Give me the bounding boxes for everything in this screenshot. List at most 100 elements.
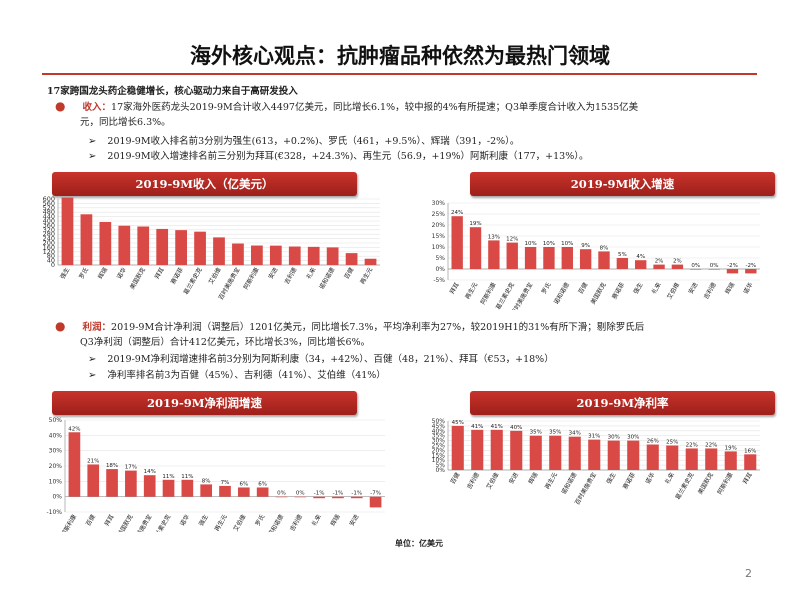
bar — [81, 214, 93, 265]
bar — [617, 258, 628, 269]
data-label: -1% — [333, 491, 344, 497]
bar — [87, 464, 99, 496]
data-label: 17% — [125, 465, 137, 471]
revenue-sub-1-text: 2019-9M收入排名前3分别为强生(613，+0.2%)、罗氏（461，+9.… — [107, 136, 519, 147]
data-label: 34% — [569, 431, 581, 437]
x-tick-label: 辉瑞 — [723, 281, 736, 295]
data-label: 10% — [561, 241, 573, 247]
profit-text-2: Q3净利润（调整后）合计412亿美元，环比增长3%，同比增长6%。 — [80, 337, 370, 348]
bar — [727, 269, 738, 273]
data-label: -1% — [314, 491, 325, 497]
bar — [257, 487, 269, 496]
x-tick-label: 安进 — [687, 281, 700, 295]
bar — [745, 269, 756, 273]
x-tick-label: 辉瑞 — [329, 513, 342, 527]
bullet-icon: ● — [55, 99, 65, 113]
x-tick-label: 再生元 — [543, 471, 559, 491]
data-label: 11% — [162, 474, 174, 480]
data-label: 0% — [277, 491, 286, 497]
x-tick-label: 礼来 — [305, 266, 318, 280]
x-tick-label: 诺华 — [742, 281, 755, 295]
x-tick-label: 吉利德 — [465, 471, 481, 491]
bar — [627, 441, 639, 470]
bar — [608, 441, 620, 470]
bar — [488, 240, 499, 269]
y-tick-label: 20% — [49, 463, 63, 470]
unit-note: 单位：亿美元 — [395, 538, 443, 549]
x-tick-label: 赛诺菲 — [169, 266, 185, 286]
chart-revenue-growth: -5% 0% 5% 10% 15% 20% 25% 30% 24% 拜耳 19% 再生元 13% 阿斯利康… — [415, 195, 765, 310]
bar — [365, 259, 377, 265]
data-label: 0% — [710, 263, 719, 269]
data-label: 30% — [608, 435, 620, 441]
bar — [470, 227, 481, 269]
x-tick-label: 强生 — [197, 513, 210, 527]
revenue-label: 收入： — [83, 102, 112, 113]
bar — [182, 480, 194, 497]
bar — [666, 446, 678, 471]
y-tick-label: 15% — [432, 233, 446, 240]
data-label: 35% — [549, 430, 561, 436]
bar — [549, 436, 561, 470]
profit-sub-2-text: 净利率排名前3为百健（45%）、吉利德（41%）、艾伯维（41%） — [107, 370, 385, 381]
bar — [588, 440, 600, 470]
x-tick-label: 百健 — [342, 266, 355, 280]
revenue-sub-1: ➢ 2019-9M收入排名前3分别为强生(613，+0.2%)、罗氏（461，+… — [88, 134, 519, 149]
bar — [308, 247, 320, 265]
bar — [543, 247, 554, 269]
x-tick-label: 礼来 — [310, 513, 323, 527]
data-label: 21% — [87, 458, 99, 464]
x-tick-label: 赛诺菲 — [610, 281, 626, 301]
y-tick-label: 600 — [43, 195, 55, 203]
revenue-sub-2-text: 2019-9M收入增速排名前三分别为拜耳(€328，+24.3%)、再生元（56… — [107, 151, 588, 162]
x-tick-label: 葛兰素史克 — [182, 266, 204, 296]
page-number: 2 — [745, 567, 752, 580]
bar — [294, 497, 306, 498]
x-tick-label: 美国默克 — [589, 281, 608, 306]
x-tick-label: 百健 — [449, 471, 462, 485]
bar — [491, 430, 503, 470]
data-label: 22% — [686, 442, 698, 448]
chart-profit-growth: -10% 0% 10% 20% 30% 40% 50% 42% 阿斯利康 21% 百健 18% 拜耳 17… — [30, 412, 390, 532]
x-tick-label: 罗氏 — [77, 266, 90, 280]
bar — [270, 246, 282, 265]
data-label: 10% — [524, 241, 536, 247]
data-label: 5% — [618, 252, 627, 258]
y-tick-label: 0% — [52, 494, 62, 501]
data-label: 4% — [636, 254, 645, 260]
data-label: 19% — [725, 445, 737, 451]
bar — [232, 244, 244, 265]
data-label: 19% — [469, 221, 481, 227]
bar — [598, 251, 609, 269]
arrow-bullet-icon: ➢ — [88, 136, 96, 147]
data-label: 12% — [506, 237, 518, 243]
bullet-icon: ● — [55, 319, 65, 333]
bar — [137, 227, 149, 266]
profit-label: 利润： — [83, 322, 112, 333]
bar — [175, 230, 187, 265]
data-label: 22% — [705, 442, 717, 448]
x-tick-label: 诺华 — [178, 513, 191, 527]
data-label: 31% — [588, 434, 600, 440]
bar — [510, 431, 522, 470]
bar — [647, 445, 659, 470]
x-tick-label: 吉利德 — [288, 513, 304, 532]
data-label: 6% — [239, 481, 248, 487]
chart-banner-revenue: 2019-9M收入（亿美元） — [52, 172, 357, 196]
profit-sub-1-text: 2019-9M净利润增速排名前3分别为阿斯利康（34，+42%）、百健（48，2… — [107, 354, 553, 365]
data-label: 14% — [144, 469, 156, 475]
bar — [118, 226, 130, 265]
bar — [569, 437, 581, 470]
bar — [370, 497, 382, 508]
bar — [289, 247, 301, 265]
bar — [452, 426, 464, 470]
x-tick-label: 诺华 — [115, 266, 128, 280]
data-label: 8% — [600, 245, 609, 251]
data-label: 41% — [491, 424, 503, 430]
y-tick-label: -10% — [46, 509, 62, 516]
x-tick-label: 安进 — [348, 513, 361, 527]
data-label: 11% — [181, 474, 193, 480]
x-tick-label: 艾伯维 — [207, 266, 223, 286]
bar — [251, 246, 263, 265]
data-label: -1% — [351, 491, 362, 497]
